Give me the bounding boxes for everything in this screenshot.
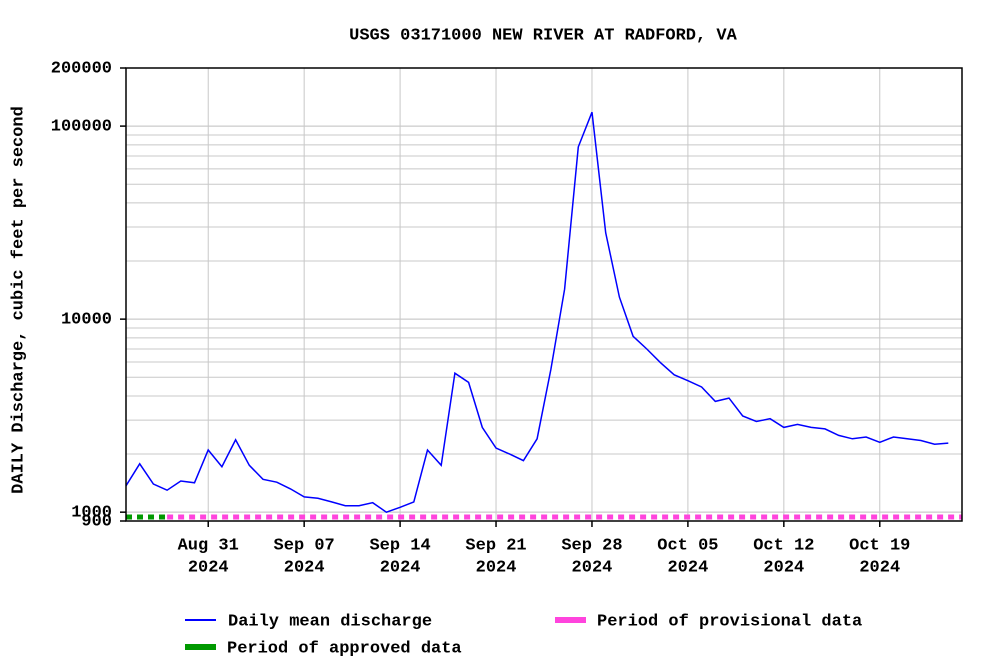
x-tick-year: 2024 <box>284 558 325 577</box>
x-tick-label: Oct 19 <box>849 536 910 555</box>
x-tick-year: 2024 <box>188 558 229 577</box>
x-tick-year: 2024 <box>763 558 804 577</box>
y-tick-label: 900 <box>81 512 112 531</box>
x-tick-label: Oct 12 <box>753 536 814 555</box>
data-line <box>125 111 949 514</box>
y-tick-label: 1000 <box>71 504 112 523</box>
legend-label: Daily mean discharge <box>228 612 432 631</box>
chart-title: USGS 03171000 NEW RIVER AT RADFORD, VA <box>349 26 737 45</box>
y-tick-label: 200000 <box>51 59 112 78</box>
x-tick-label: Sep 07 <box>274 536 335 555</box>
y-tick-label: 10000 <box>61 311 112 330</box>
y-axis-label: DAILY Discharge, cubic feet per second <box>9 106 28 494</box>
x-tick-year: 2024 <box>476 558 517 577</box>
x-tick-year: 2024 <box>380 558 421 577</box>
x-tick-label: Sep 14 <box>369 536 430 555</box>
x-tick-label: Sep 21 <box>465 536 526 555</box>
legend-label: Period of approved data <box>227 639 462 658</box>
x-tick-year: 2024 <box>859 558 900 577</box>
x-tick-label: Sep 28 <box>561 536 622 555</box>
plot-frame <box>125 67 963 522</box>
x-tick-label: Oct 05 <box>657 536 718 555</box>
x-tick-year: 2024 <box>572 558 613 577</box>
y-tick-label: 100000 <box>51 118 112 137</box>
x-tick-label: Aug 31 <box>178 536 239 555</box>
x-tick-year: 2024 <box>667 558 708 577</box>
legend-label: Period of provisional data <box>597 612 862 631</box>
